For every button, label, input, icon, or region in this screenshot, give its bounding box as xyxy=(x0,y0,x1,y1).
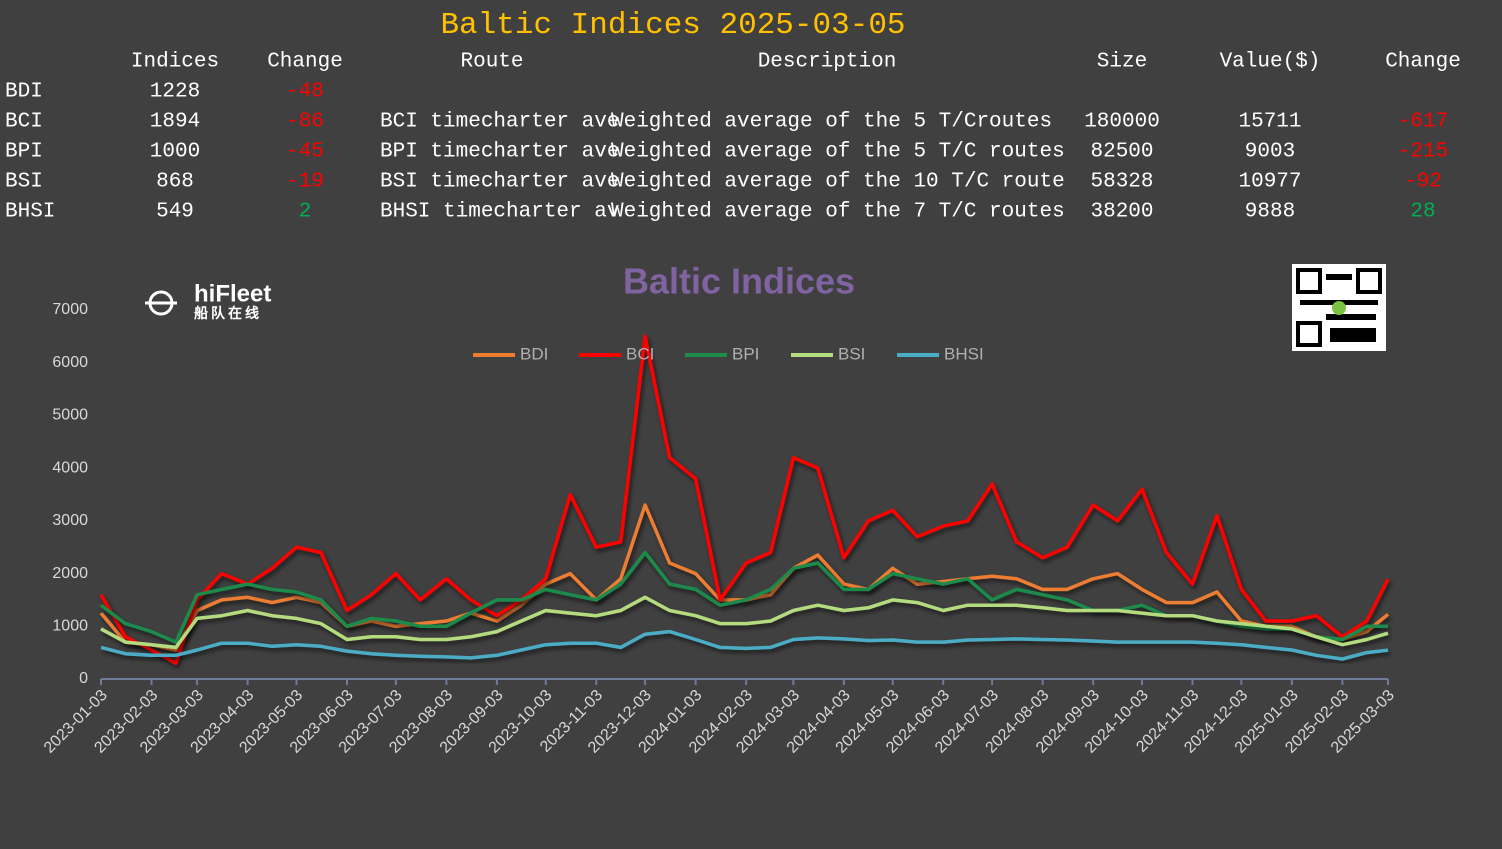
table-cell: BHSI timecharter av xyxy=(380,201,619,224)
table-cell: 82500 xyxy=(1090,141,1153,164)
legend-label: BPI xyxy=(732,344,759,363)
table-cell: 58328 xyxy=(1090,171,1153,194)
chart-title: Baltic Indices xyxy=(623,261,855,302)
table-cell: 15711 xyxy=(1238,111,1301,134)
table-cell: -19 xyxy=(286,171,324,194)
table-cell: 9888 xyxy=(1245,201,1295,224)
legend-label: BSI xyxy=(838,344,865,363)
qr-logo xyxy=(1332,301,1346,315)
table-cell: 10977 xyxy=(1238,171,1301,194)
column-header: Value($) xyxy=(1220,51,1321,74)
table-cell: 1894 xyxy=(150,111,200,134)
y-tick-label: 3000 xyxy=(52,512,88,529)
column-header: Change xyxy=(1385,51,1461,74)
table-cell: 2 xyxy=(299,201,312,224)
table-cell: Weighted average of the 10 T/C route xyxy=(611,171,1065,194)
table-cell: -48 xyxy=(286,81,324,104)
table-cell: -86 xyxy=(286,111,324,134)
qr-pattern xyxy=(1330,328,1376,342)
page-title: Baltic Indices 2025-03-05 xyxy=(440,8,905,43)
row-label: BSI xyxy=(5,171,43,194)
column-header: Route xyxy=(460,51,523,74)
legend-label: BCI xyxy=(626,344,654,363)
table-cell: -215 xyxy=(1398,141,1448,164)
y-tick-label: 5000 xyxy=(52,407,88,424)
y-tick-label: 4000 xyxy=(52,459,88,476)
table-cell: 1228 xyxy=(150,81,200,104)
table-cell: -617 xyxy=(1398,111,1448,134)
qr-pattern xyxy=(1326,314,1376,320)
qr-corner xyxy=(1296,321,1322,347)
row-label: BDI xyxy=(5,81,43,104)
row-label: BPI xyxy=(5,141,43,164)
table-cell: Weighted average of the 7 T/C routes xyxy=(611,201,1065,224)
logo-name: hiFleet xyxy=(194,280,271,307)
y-tick-label: 2000 xyxy=(52,565,88,582)
table-cell: 549 xyxy=(156,201,194,224)
table-cell: BCI timecharter ave xyxy=(380,111,619,134)
table-cell: 28 xyxy=(1410,201,1435,224)
qr-corner xyxy=(1296,268,1322,294)
column-header: Description xyxy=(758,51,897,74)
y-tick-label: 0 xyxy=(79,670,88,687)
table-cell: 38200 xyxy=(1090,201,1153,224)
legend-label: BDI xyxy=(520,344,548,363)
table-cell: Weighted average of the 5 T/Croutes xyxy=(611,111,1052,134)
table-cell: -92 xyxy=(1404,171,1442,194)
table-cell: 180000 xyxy=(1084,111,1160,134)
row-label: BCI xyxy=(5,111,43,134)
column-header: Change xyxy=(267,51,343,74)
qr-corner xyxy=(1356,268,1382,294)
legend-label: BHSI xyxy=(944,344,984,363)
series-line xyxy=(100,595,1389,650)
column-header: Indices xyxy=(131,51,219,74)
series-line xyxy=(99,334,1390,665)
y-tick-label: 1000 xyxy=(52,618,88,635)
logo-tagline: 船队在线 xyxy=(194,305,262,322)
column-header: Size xyxy=(1097,51,1147,74)
table-cell: Weighted average of the 5 T/C routes xyxy=(611,141,1065,164)
row-label: BHSI xyxy=(5,201,55,224)
table-cell: BSI timecharter ave xyxy=(380,171,619,194)
table-cell: BPI timecharter ave xyxy=(380,141,619,164)
qr-pattern xyxy=(1326,274,1352,280)
y-tick-label: 7000 xyxy=(52,301,88,318)
table-cell: -45 xyxy=(286,141,324,164)
table-cell: 9003 xyxy=(1245,141,1295,164)
qr-code xyxy=(1292,264,1386,351)
logo: hiFleet 船队在线 xyxy=(145,280,271,322)
table-cell: 1000 xyxy=(150,141,200,164)
y-tick-label: 6000 xyxy=(52,354,88,371)
series-line xyxy=(100,629,1389,661)
table-cell: 868 xyxy=(156,171,194,194)
